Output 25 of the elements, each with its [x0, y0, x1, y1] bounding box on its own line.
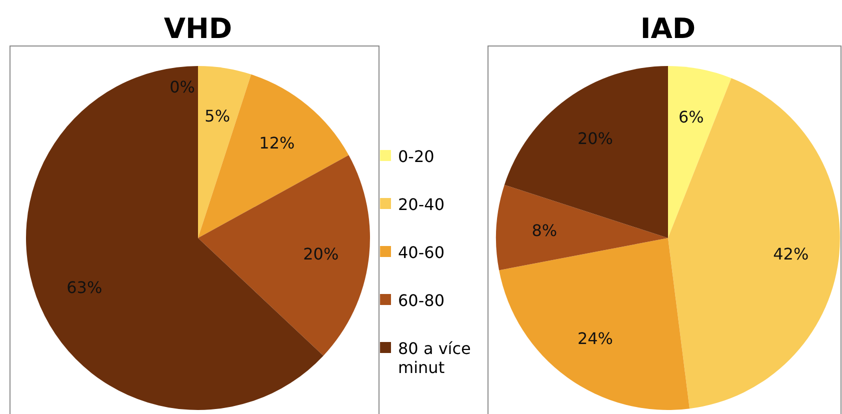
- data-label: 12%: [259, 134, 295, 153]
- pie-slice: [668, 78, 840, 409]
- text: 0%: [170, 78, 195, 97]
- data-label: 42%: [773, 244, 809, 264]
- legend-label: 40-60: [398, 243, 444, 262]
- legend-label: 60-80: [398, 291, 444, 310]
- legend-label: 0-20: [398, 147, 434, 166]
- data-label: 8%: [532, 221, 558, 240]
- pie-slice: [496, 184, 668, 270]
- pie-slice: [668, 66, 732, 238]
- pie-slice: [198, 155, 370, 356]
- data-label: 20%: [577, 128, 613, 148]
- pie-slice: [198, 66, 252, 238]
- pie-slice: [198, 74, 349, 238]
- chart-title: VHD: [164, 12, 232, 45]
- pie-slice: [504, 66, 668, 238]
- data-label: 5%: [204, 106, 230, 126]
- data-label: 24%: [577, 329, 613, 348]
- legend-label: 20-40: [398, 195, 444, 214]
- pie-slice: [499, 238, 690, 410]
- chart-title: IAD: [640, 12, 696, 45]
- data-label: 20%: [303, 244, 339, 264]
- legend-label: 80 a více minut: [398, 339, 471, 377]
- data-label: 6%: [678, 107, 704, 126]
- data-label: 63%: [66, 278, 102, 298]
